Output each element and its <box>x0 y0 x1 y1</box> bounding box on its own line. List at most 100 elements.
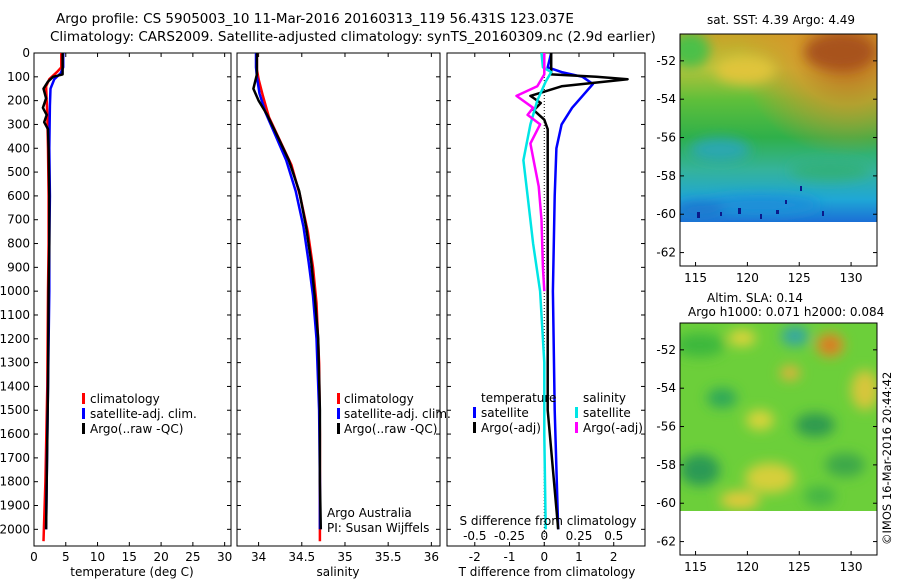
header-line1: Argo profile: CS 5905003_10 11-Mar-2016 … <box>56 11 574 27</box>
x-tick-label: 15 <box>122 550 137 564</box>
map-y-tick-label: -56 <box>656 131 676 145</box>
panel1-xlabel: temperature (deg C) <box>70 565 193 579</box>
legend-label: satellite <box>481 406 529 420</box>
x-tick-label: 35 <box>337 550 352 564</box>
imos-stamp: ©IMOS 16-Mar-2016 20:44:42 <box>880 372 894 545</box>
legend-swatch-satellite <box>337 408 340 419</box>
map1-title: sat. SST: 4.39 Argo: 4.49 <box>707 13 855 27</box>
legend-swatch-t-argo <box>473 422 476 433</box>
map-y-tick-label: -58 <box>656 458 676 472</box>
y-tick-label: 600 <box>7 189 30 203</box>
y-tick-label: 1100 <box>0 308 30 322</box>
map2-title1: Altim. SLA: 0.14 <box>707 291 803 305</box>
x-tick-label: 2 <box>610 550 618 564</box>
panel2-frame <box>236 52 441 547</box>
credit-line1: Argo Australia <box>327 506 412 520</box>
x2-tick-label: -0.5 <box>463 529 486 543</box>
header-line2: Climatology: CARS2009. Satellite-adjuste… <box>50 29 656 45</box>
legend-swatch-argo <box>337 423 340 434</box>
x-tick-label: 35.5 <box>375 550 402 564</box>
y-tick-label: 1700 <box>0 451 30 465</box>
legend-swatch-climatology <box>337 393 340 404</box>
map2-axes: -52 -54 -56 -58 -60 -62 115 120 125 130 <box>656 343 877 574</box>
map-x-tick-label: 125 <box>788 271 811 285</box>
x-tick-label: 20 <box>153 550 168 564</box>
legend-label: Argo(-adj) <box>583 421 643 435</box>
panel3-top-label: S difference from climatology <box>460 514 637 528</box>
map-y-tick-label: -62 <box>656 535 676 549</box>
map-y-tick-label: -58 <box>656 169 676 183</box>
panel1-legend: climatology satellite-adj. clim. Argo(..… <box>82 392 197 436</box>
y-tick-label: 400 <box>7 141 30 155</box>
panel3-frame <box>446 52 646 547</box>
map-y-tick-label: -62 <box>656 246 676 260</box>
panel2-series <box>252 53 323 542</box>
x-tick-label: 0 <box>30 550 38 564</box>
map-y-tick-label: -56 <box>656 420 676 434</box>
y-tick-label: 1200 <box>0 332 30 346</box>
x-tick-label: -1 <box>504 550 516 564</box>
map1-nodata <box>680 222 877 266</box>
map-x-tick-label: 130 <box>840 271 863 285</box>
y-tick-label: 1800 <box>0 475 30 489</box>
y-tick-label: 200 <box>7 94 30 108</box>
x-tick-label: 25 <box>185 550 200 564</box>
map-y-tick-label: -52 <box>656 343 676 357</box>
y-tick-label: 1300 <box>0 356 30 370</box>
x-tick-label: 30 <box>217 550 232 564</box>
legend-label: satellite-adj. clim. <box>344 407 451 421</box>
map2-frame <box>679 322 878 556</box>
map-x-tick-label: 120 <box>736 560 759 574</box>
y-tick-label: 0 <box>22 46 30 60</box>
legend-swatch-s-satellite <box>575 407 578 418</box>
series-climatology <box>255 53 322 542</box>
x-tick-label: 1 <box>575 550 583 564</box>
y-tick-label: 1900 <box>0 499 30 513</box>
y-tick-label: 1000 <box>0 284 30 298</box>
map-x-tick-label: 115 <box>684 271 707 285</box>
y-tick-label: 1400 <box>0 379 30 393</box>
panel1-frame <box>33 52 232 547</box>
series-argo-raw-qc <box>252 53 323 530</box>
y-tick-label: 2000 <box>0 522 30 536</box>
series-temperature-satellite <box>546 53 595 530</box>
panel2-xlabel: salinity <box>316 565 359 579</box>
x-tick-label: 34 <box>251 550 266 564</box>
map-x-tick-label: 125 <box>788 560 811 574</box>
series-satellite-adj-clim <box>254 53 322 530</box>
map-x-tick-label: 115 <box>684 560 707 574</box>
map1-frame <box>679 33 878 267</box>
series-salinity-satellite <box>522 53 553 530</box>
legend-label: Argo(..raw -QC) <box>90 422 183 436</box>
map-x-tick-label: 120 <box>736 271 759 285</box>
x-tick-label: 0 <box>540 550 548 564</box>
map-x-tick-label: 130 <box>840 560 863 574</box>
y-tick-label: 100 <box>7 70 30 84</box>
x-tick-label: 5 <box>62 550 70 564</box>
y-tick-label: 1600 <box>0 427 30 441</box>
credit-line2: PI: Susan Wijffels <box>327 521 429 535</box>
panel3-series <box>515 53 629 546</box>
map-y-tick-label: -60 <box>656 207 676 221</box>
legend-swatch-argo <box>82 423 85 434</box>
x-tick-label: 36 <box>424 550 439 564</box>
panel2-legend: climatology satellite-adj. clim. Argo(..… <box>337 392 451 436</box>
map-y-tick-label: -54 <box>656 381 676 395</box>
map2-nodata <box>680 511 877 555</box>
panel2-axes: 34 34.5 35 35.5 36 <box>237 52 440 564</box>
legend-label: Argo(-adj) <box>481 421 541 435</box>
legend-label: climatology <box>90 392 160 406</box>
y-tick-label: 1500 <box>0 403 30 417</box>
map2-image <box>680 323 877 511</box>
x-tick-label: 34.5 <box>288 550 315 564</box>
x2-tick-label: 0.25 <box>566 529 593 543</box>
map-y-tick-label: -60 <box>656 496 676 510</box>
legend-label: satellite-adj. clim. <box>90 407 197 421</box>
legend-swatch-t-satellite <box>473 407 476 418</box>
legend-title-salinity: salinity <box>583 391 626 405</box>
legend-label: climatology <box>344 392 414 406</box>
panel3-xlabel: T difference from climatology <box>458 565 636 579</box>
y-tick-label: 700 <box>7 213 30 227</box>
